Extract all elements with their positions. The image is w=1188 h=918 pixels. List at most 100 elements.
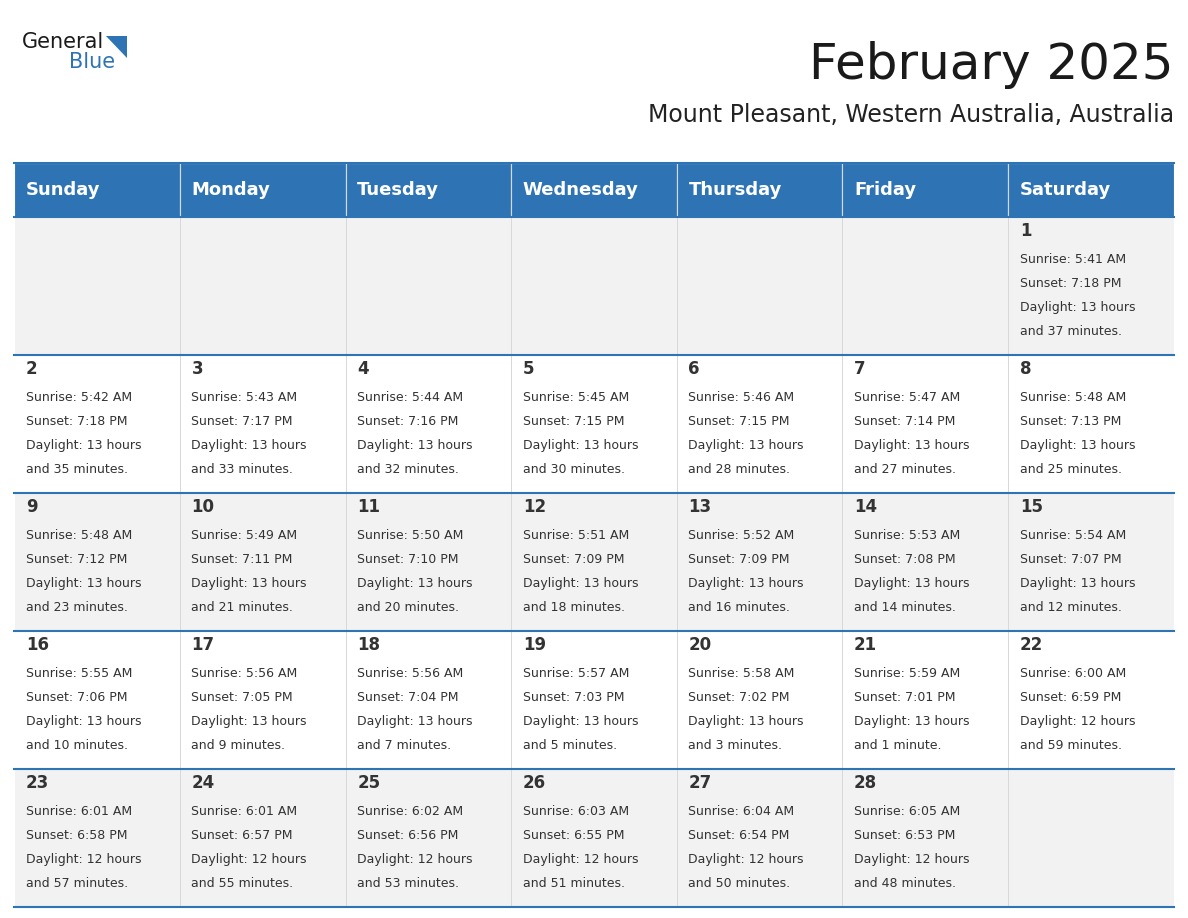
Text: and 1 minute.: and 1 minute. bbox=[854, 739, 942, 752]
Text: Sunrise: 5:42 AM: Sunrise: 5:42 AM bbox=[26, 390, 132, 404]
Text: Daylight: 13 hours: Daylight: 13 hours bbox=[523, 439, 638, 452]
Bar bbox=[842, 217, 1009, 354]
Bar bbox=[14, 354, 179, 493]
Text: 1: 1 bbox=[1019, 222, 1031, 241]
Text: Sunrise: 5:47 AM: Sunrise: 5:47 AM bbox=[854, 390, 960, 404]
Text: 23: 23 bbox=[26, 775, 49, 792]
Bar bbox=[179, 163, 346, 217]
Text: 15: 15 bbox=[1019, 498, 1043, 516]
Text: Daylight: 13 hours: Daylight: 13 hours bbox=[358, 577, 473, 590]
Text: Daylight: 13 hours: Daylight: 13 hours bbox=[523, 577, 638, 590]
Bar bbox=[842, 163, 1009, 217]
Text: Friday: Friday bbox=[854, 181, 916, 199]
Text: Sunrise: 5:41 AM: Sunrise: 5:41 AM bbox=[1019, 252, 1126, 265]
Text: Sunset: 7:18 PM: Sunset: 7:18 PM bbox=[26, 415, 127, 428]
Bar bbox=[14, 769, 179, 907]
Text: Sunrise: 5:44 AM: Sunrise: 5:44 AM bbox=[358, 390, 463, 404]
Text: and 5 minutes.: and 5 minutes. bbox=[523, 739, 617, 752]
Text: Sunrise: 5:56 AM: Sunrise: 5:56 AM bbox=[191, 666, 298, 679]
Text: Daylight: 12 hours: Daylight: 12 hours bbox=[688, 853, 804, 866]
Bar bbox=[677, 217, 842, 354]
Text: and 57 minutes.: and 57 minutes. bbox=[26, 878, 128, 890]
Text: Sunrise: 5:50 AM: Sunrise: 5:50 AM bbox=[358, 529, 463, 542]
Text: Sunrise: 5:48 AM: Sunrise: 5:48 AM bbox=[26, 529, 132, 542]
Bar bbox=[1009, 354, 1174, 493]
Text: Sunset: 7:17 PM: Sunset: 7:17 PM bbox=[191, 415, 293, 428]
Text: 11: 11 bbox=[358, 498, 380, 516]
Text: Sunrise: 5:53 AM: Sunrise: 5:53 AM bbox=[854, 529, 960, 542]
Text: 6: 6 bbox=[688, 360, 700, 378]
Bar bbox=[511, 163, 677, 217]
Bar bbox=[677, 354, 842, 493]
Text: Sunset: 6:56 PM: Sunset: 6:56 PM bbox=[358, 829, 459, 842]
Text: and 3 minutes.: and 3 minutes. bbox=[688, 739, 783, 752]
Text: 16: 16 bbox=[26, 636, 49, 655]
Text: Sunset: 7:18 PM: Sunset: 7:18 PM bbox=[1019, 276, 1121, 290]
Text: Sunset: 7:10 PM: Sunset: 7:10 PM bbox=[358, 553, 459, 565]
Text: Sunrise: 5:49 AM: Sunrise: 5:49 AM bbox=[191, 529, 298, 542]
Text: Sunset: 7:09 PM: Sunset: 7:09 PM bbox=[523, 553, 624, 565]
Text: Daylight: 12 hours: Daylight: 12 hours bbox=[26, 853, 141, 866]
Text: 27: 27 bbox=[688, 775, 712, 792]
Text: Daylight: 13 hours: Daylight: 13 hours bbox=[854, 439, 969, 452]
Text: and 14 minutes.: and 14 minutes. bbox=[854, 601, 956, 614]
Text: and 25 minutes.: and 25 minutes. bbox=[1019, 463, 1121, 476]
Text: Sunrise: 5:59 AM: Sunrise: 5:59 AM bbox=[854, 666, 960, 679]
Bar bbox=[511, 769, 677, 907]
Text: Daylight: 13 hours: Daylight: 13 hours bbox=[1019, 439, 1136, 452]
Text: General: General bbox=[21, 32, 103, 52]
Text: and 20 minutes.: and 20 minutes. bbox=[358, 601, 459, 614]
Text: Sunset: 7:11 PM: Sunset: 7:11 PM bbox=[191, 553, 293, 565]
Text: and 35 minutes.: and 35 minutes. bbox=[26, 463, 128, 476]
Text: 17: 17 bbox=[191, 636, 215, 655]
Text: Sunset: 7:09 PM: Sunset: 7:09 PM bbox=[688, 553, 790, 565]
Polygon shape bbox=[106, 36, 127, 58]
Text: Daylight: 13 hours: Daylight: 13 hours bbox=[26, 439, 141, 452]
Text: Mount Pleasant, Western Australia, Australia: Mount Pleasant, Western Australia, Austr… bbox=[647, 103, 1174, 127]
Bar bbox=[179, 493, 346, 631]
Text: Sunrise: 6:04 AM: Sunrise: 6:04 AM bbox=[688, 805, 795, 818]
Bar bbox=[179, 217, 346, 354]
Text: Daylight: 13 hours: Daylight: 13 hours bbox=[358, 715, 473, 728]
Text: Daylight: 13 hours: Daylight: 13 hours bbox=[688, 577, 804, 590]
Text: Sunset: 6:59 PM: Sunset: 6:59 PM bbox=[1019, 691, 1121, 704]
Text: 25: 25 bbox=[358, 775, 380, 792]
Text: Sunset: 6:57 PM: Sunset: 6:57 PM bbox=[191, 829, 293, 842]
Text: and 21 minutes.: and 21 minutes. bbox=[191, 601, 293, 614]
Text: February 2025: February 2025 bbox=[809, 41, 1174, 89]
Text: Sunrise: 5:52 AM: Sunrise: 5:52 AM bbox=[688, 529, 795, 542]
Bar bbox=[677, 769, 842, 907]
Bar bbox=[511, 493, 677, 631]
Text: and 37 minutes.: and 37 minutes. bbox=[1019, 325, 1121, 338]
Text: and 28 minutes.: and 28 minutes. bbox=[688, 463, 790, 476]
Bar bbox=[14, 631, 179, 769]
Text: Sunset: 7:01 PM: Sunset: 7:01 PM bbox=[854, 691, 955, 704]
Text: Daylight: 12 hours: Daylight: 12 hours bbox=[854, 853, 969, 866]
Text: Sunset: 7:02 PM: Sunset: 7:02 PM bbox=[688, 691, 790, 704]
Text: and 9 minutes.: and 9 minutes. bbox=[191, 739, 285, 752]
Text: Sunset: 6:58 PM: Sunset: 6:58 PM bbox=[26, 829, 127, 842]
Text: Sunset: 7:03 PM: Sunset: 7:03 PM bbox=[523, 691, 624, 704]
Bar bbox=[842, 631, 1009, 769]
Bar bbox=[677, 493, 842, 631]
Text: and 59 minutes.: and 59 minutes. bbox=[1019, 739, 1121, 752]
Text: Sunset: 7:15 PM: Sunset: 7:15 PM bbox=[688, 415, 790, 428]
Bar bbox=[842, 354, 1009, 493]
Bar bbox=[14, 493, 179, 631]
Text: Sunset: 7:13 PM: Sunset: 7:13 PM bbox=[1019, 415, 1121, 428]
Text: and 30 minutes.: and 30 minutes. bbox=[523, 463, 625, 476]
Text: and 12 minutes.: and 12 minutes. bbox=[1019, 601, 1121, 614]
Text: 5: 5 bbox=[523, 360, 535, 378]
Text: Daylight: 13 hours: Daylight: 13 hours bbox=[688, 715, 804, 728]
Text: Sunset: 7:04 PM: Sunset: 7:04 PM bbox=[358, 691, 459, 704]
Bar bbox=[1009, 769, 1174, 907]
Text: 10: 10 bbox=[191, 498, 215, 516]
Bar bbox=[1009, 163, 1174, 217]
Text: Wednesday: Wednesday bbox=[523, 181, 639, 199]
Bar bbox=[677, 163, 842, 217]
Bar bbox=[511, 217, 677, 354]
Text: Daylight: 13 hours: Daylight: 13 hours bbox=[191, 715, 307, 728]
Text: Sunrise: 5:54 AM: Sunrise: 5:54 AM bbox=[1019, 529, 1126, 542]
Text: Sunrise: 6:01 AM: Sunrise: 6:01 AM bbox=[26, 805, 132, 818]
Text: and 53 minutes.: and 53 minutes. bbox=[358, 878, 459, 890]
